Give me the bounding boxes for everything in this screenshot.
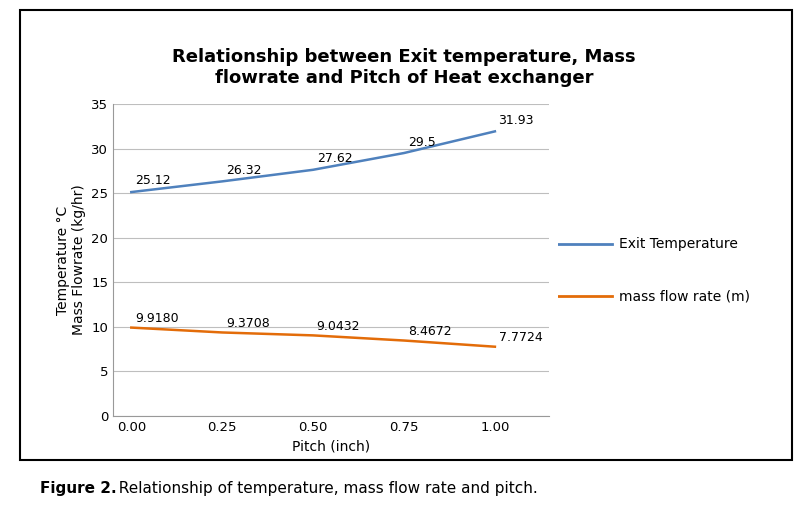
- Text: 8.4672: 8.4672: [408, 325, 451, 338]
- Text: 29.5: 29.5: [408, 136, 436, 149]
- Y-axis label: Temperature °C
Mass Flowrate (kg/hr): Temperature °C Mass Flowrate (kg/hr): [56, 185, 86, 335]
- Text: Figure 2.: Figure 2.: [40, 482, 117, 496]
- Text: Relationship of temperature, mass flow rate and pitch.: Relationship of temperature, mass flow r…: [109, 482, 538, 496]
- Text: 31.93: 31.93: [499, 114, 534, 127]
- Text: mass flow rate (m): mass flow rate (m): [619, 290, 750, 303]
- Text: Relationship between Exit temperature, Mass
flowrate and Pitch of Heat exchanger: Relationship between Exit temperature, M…: [172, 48, 636, 87]
- X-axis label: Pitch (inch): Pitch (inch): [292, 439, 370, 453]
- Text: 7.7724: 7.7724: [499, 331, 542, 344]
- Text: 9.9180: 9.9180: [135, 312, 179, 325]
- Text: Exit Temperature: Exit Temperature: [619, 238, 738, 251]
- Text: 27.62: 27.62: [317, 152, 352, 165]
- Text: 26.32: 26.32: [226, 164, 261, 177]
- Text: 25.12: 25.12: [135, 174, 170, 187]
- Text: 9.3708: 9.3708: [226, 317, 270, 330]
- Text: 9.0432: 9.0432: [317, 320, 360, 333]
